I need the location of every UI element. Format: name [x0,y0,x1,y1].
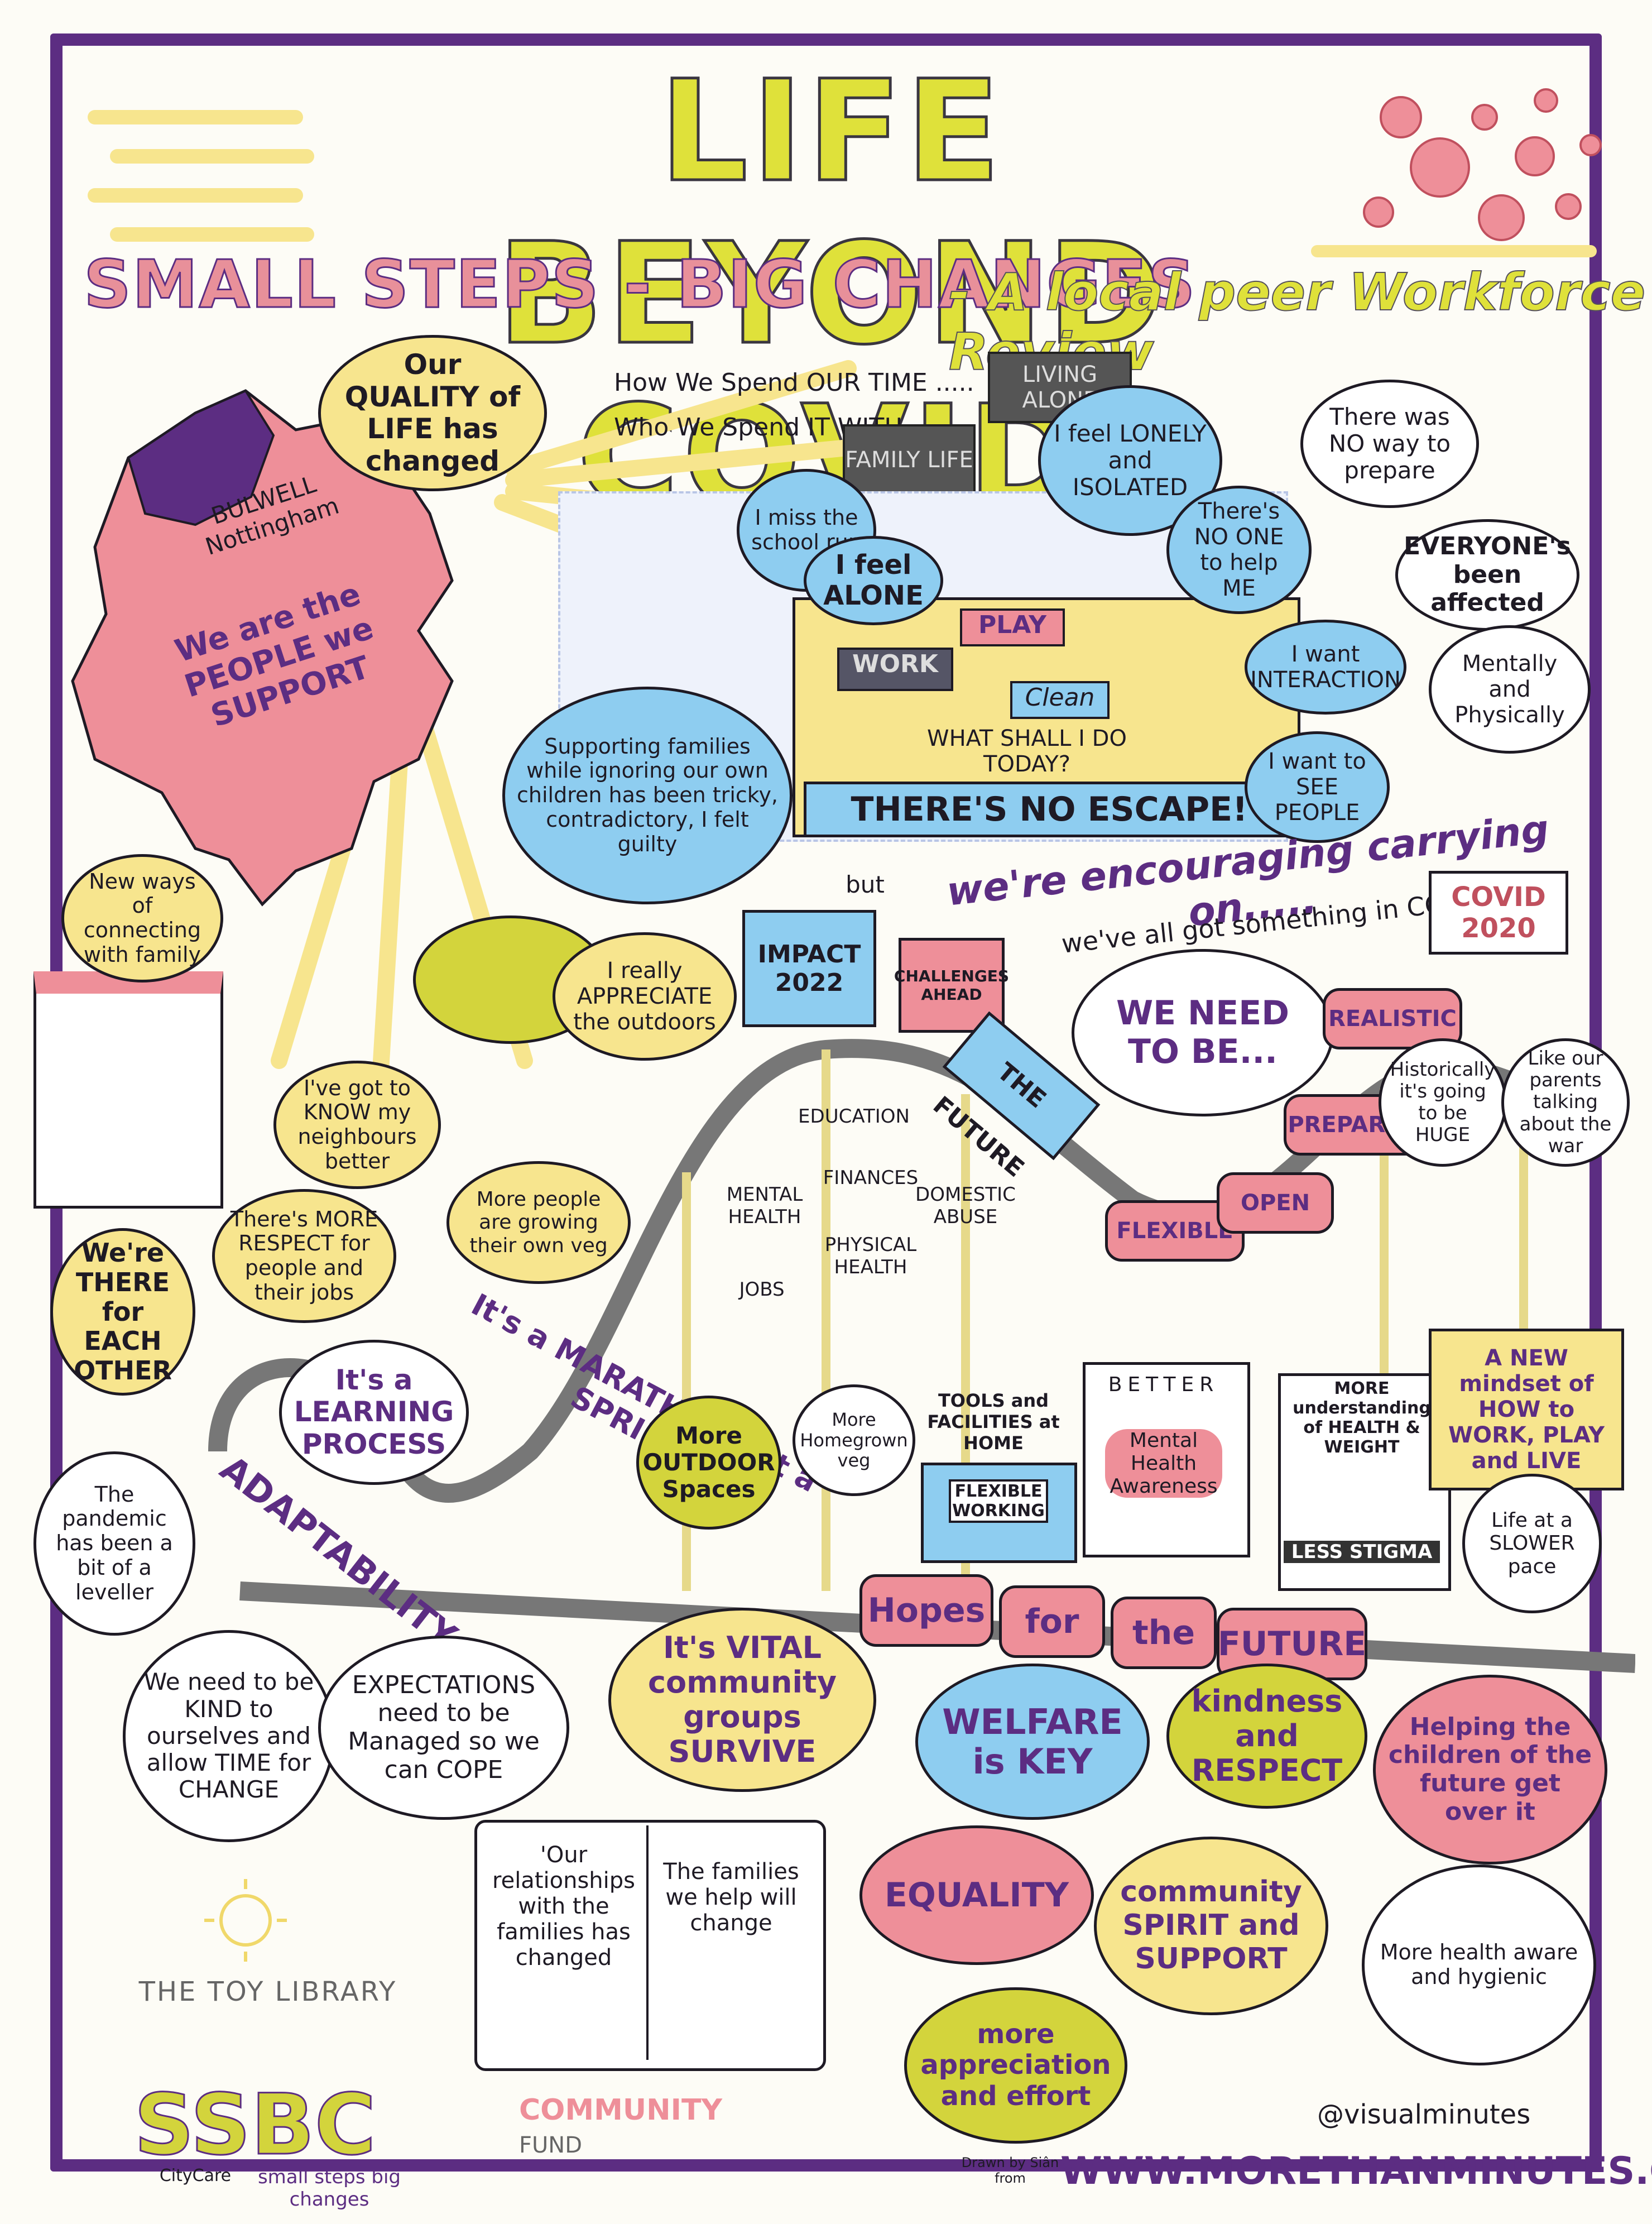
bubble-community-spirit: community SPIRIT and SUPPORT [1094,1837,1328,2015]
better-label: BETTER [1108,1373,1219,1396]
toy-library-logo: THE TOY LIBRARY [138,1976,397,2007]
bubble-supporting-families: Supporting families while ignoring our o… [502,687,793,904]
virus-cluster [1311,88,1602,257]
what-shall-i-do: WHAT SHALL I DO TODAY? [927,726,1127,777]
support-physical-health: PHYSICAL HEALTH [824,1234,917,1278]
car-hopes: Hopes [859,1574,993,1647]
mental-health-awareness: Mental Health Awareness [1105,1429,1222,1498]
bubble-expectations: EXPECTATIONS need to be Managed so we ca… [318,1636,569,1820]
bubble-feel-alone: I feel ALONE [804,536,943,625]
support-mental-health: MENTAL HEALTH [726,1183,803,1228]
bubble-more-respect: There's MORE RESPECT for people and thei… [212,1189,396,1323]
open-book [474,1820,826,2071]
community-fund-logo: COMMUNITY [519,2093,723,2127]
car-for: for [999,1585,1105,1658]
bubble-no-one: There's NO ONE to help ME [1166,486,1312,614]
support-domestic-abuse: DOMESTIC ABUSE [915,1183,1016,1228]
citycare-logo: CityCare [159,2166,232,2185]
support-finances: FINANCES [823,1167,919,1189]
credit-url-link[interactable]: WWW.MORETHANMINUTES.CO.UK [1060,2149,1652,2193]
health-weight-text: MORE understanding of HEALTH & WEIGHT [1293,1379,1431,1457]
bubble-know-neighbours: I've got to KNOW my neighbours better [273,1061,441,1189]
work-laptop: WORK [837,648,953,691]
bubble-grow-veg: More people are growing their own veg [446,1161,631,1284]
bubble-parents-war: Like our parents talking about the war [1501,1038,1630,1167]
ssbc-logo: SSBC [133,2076,377,2175]
sun-logo-icon [204,1879,287,1962]
community-fund-sub: FUND [519,2132,583,2158]
bubble-see-people: I want to SEE PEOPLE [1245,731,1390,843]
book-left-page: 'Our relationships with the families has… [492,1842,635,1971]
note-everyone-affected: EVERYONE's been affected [1395,519,1579,631]
bubble-vital-community: It's VITAL community groups SURVIVE [608,1608,876,1792]
bubble-more-appreciation: more appreciation and effort [904,1987,1127,2144]
car-flexible: FLEXIBLE [1105,1200,1245,1262]
support-education: EDUCATION [798,1105,910,1128]
bubble-equality: EQUALITY [859,1825,1094,1965]
support-jobs: JOBS [739,1278,785,1301]
bubble-be-kind: We need to be KIND to ourselves and allo… [123,1630,335,1842]
bubble-health-aware: More health aware and hygienic [1362,1864,1596,2065]
credit-twitter-link[interactable]: @visualminutes [1317,2099,1531,2130]
bubble-welfare-key: WELFARE is KEY [915,1664,1150,1820]
note-mentally-physically: Mentally and Physically [1429,625,1591,754]
bubble-kindness-respect: kindness and RESPECT [1166,1664,1367,1809]
flexible-working-sign: FLEXIBLE WORKING [949,1479,1048,1523]
more-outdoor-spaces: More OUTDOOR Spaces [636,1396,781,1530]
bubble-interaction: I want INTERACTION [1245,620,1406,715]
encourage-but: but [846,871,885,898]
learning-process-cloud: It's a LEARNING PROCESS [279,1340,469,1485]
covid-2020-sign: COVID 2020 [1429,871,1568,955]
tools-facilities: TOOLS and FACILITIES at HOME [927,1390,1060,1454]
bubble-new-ways-connecting: New ways of connecting with family [61,854,223,982]
time-line-1: How We Spend OUR TIME ..... [614,368,974,397]
car-the: the [1111,1597,1217,1669]
bubble-there-for-each-other: We're THERE for EACH OTHER [50,1228,195,1396]
bubble-leveller: The pandemic has been a bit of a levelle… [33,1451,195,1636]
credit-drawn-by: Drawn by Siân from [961,2155,1059,2186]
poster-subtitle: SMALL STEPS - BIG CHANGES [83,245,1197,324]
new-mindset-flag: A NEW mindset of HOW to WORK, PLAY and L… [1429,1329,1624,1490]
impact-2022-star: IMPACT 2022 [742,910,876,1027]
quality-of-life-bubble: Our QUALITY of LIFE has changed [318,335,547,491]
no-escape-banner: THERE'S NO ESCAPE! [804,782,1295,837]
car-open: OPEN [1217,1172,1334,1234]
we-need-to-be-cloud: WE NEED TO BE... [1072,949,1334,1116]
book-spine [646,1825,649,2060]
more-homegrown-veg: More Homegrown veg [793,1384,915,1496]
clean-bottle: Clean [1010,681,1110,719]
less-stigma-banner: LESS STIGMA [1284,1541,1440,1563]
play-label: PLAY [960,608,1065,646]
note-no-way-prepare: There was NO way to prepare [1300,380,1479,508]
title-stripes-left [88,110,314,242]
terraced-houses [33,971,223,1209]
bubble-historically: Historically it's going to be HUGE [1379,1038,1507,1167]
ssbc-tagline: small steps big changes [257,2166,401,2211]
family-life-sign: FAMILY LIFE [843,424,976,496]
car-realistic: REALISTIC [1323,988,1462,1049]
slower-pace-clock: Life at a SLOWER pace [1462,1474,1602,1613]
book-right-page: The families we help will change [663,1859,799,1936]
bubble-appreciate-outdoors: I really APPRECIATE the outdoors [553,932,737,1061]
bubble-helping-children: Helping the children of the future get o… [1373,1675,1607,1864]
bulwell-map [71,389,454,907]
